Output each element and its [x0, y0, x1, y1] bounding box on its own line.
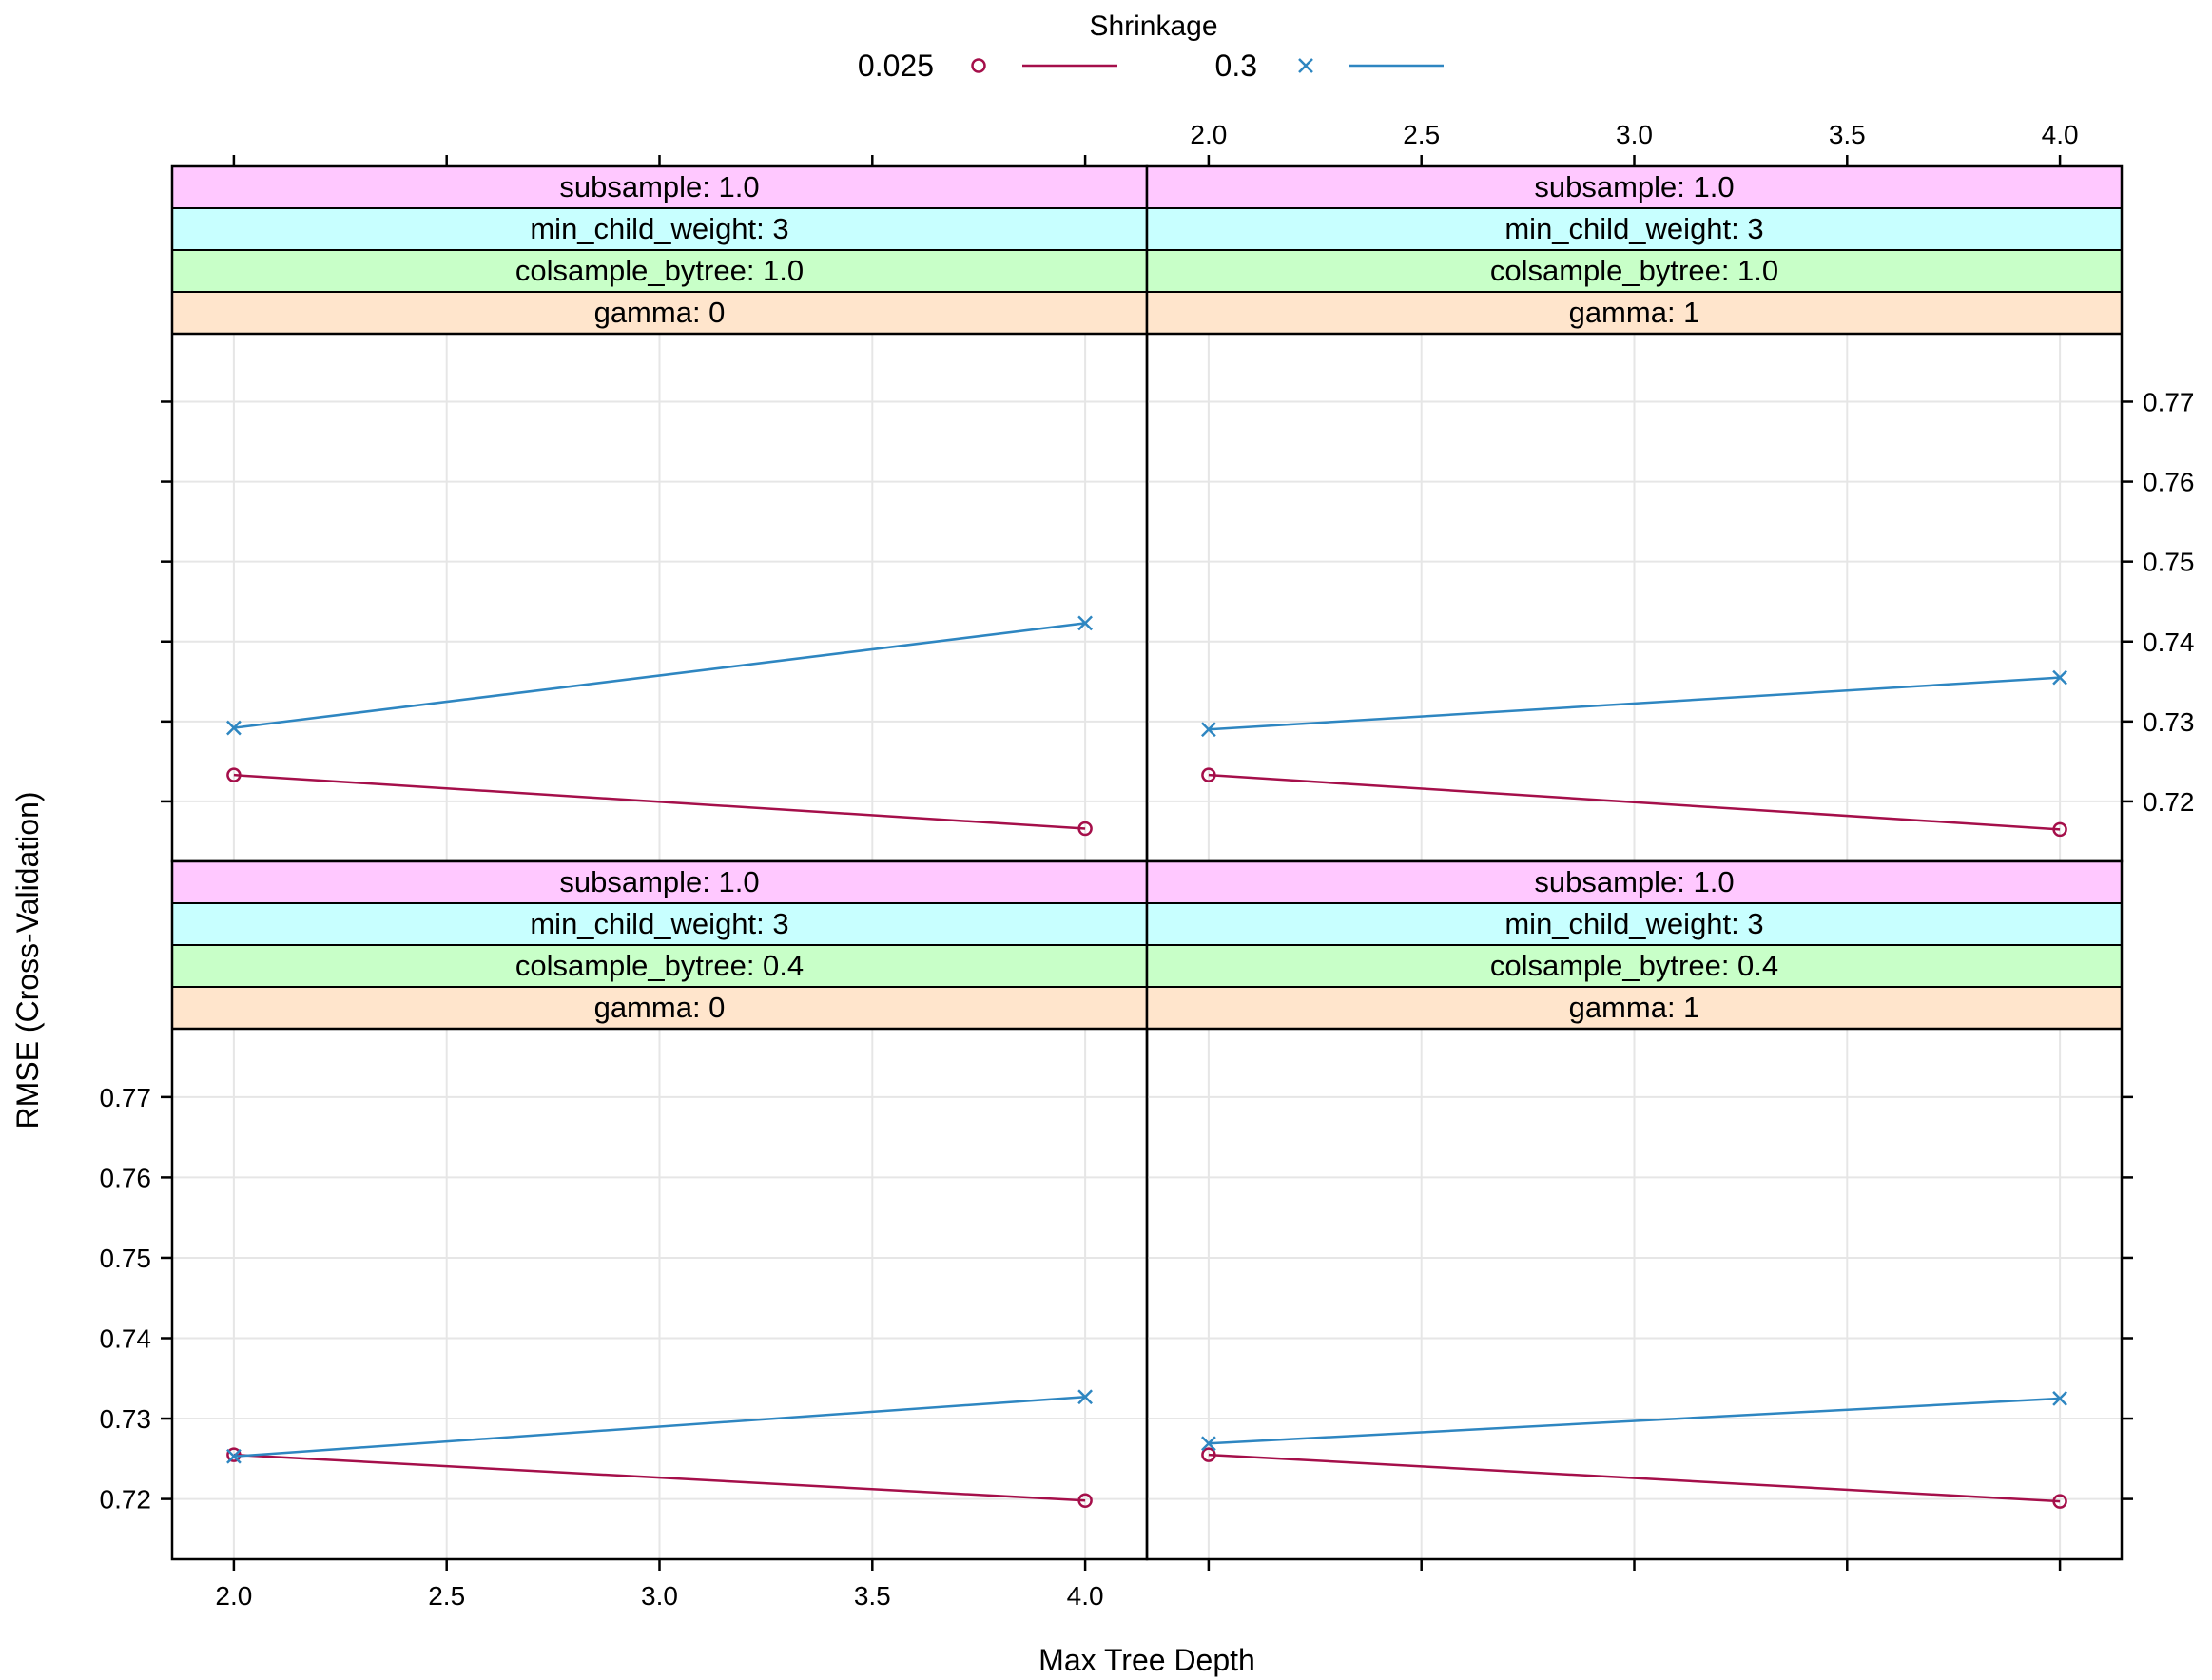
data-point-circle [2052, 1494, 2067, 1509]
legend-item: 0.3 [1215, 48, 1444, 83]
x-axis-title: Max Tree Depth [1038, 1643, 1255, 1677]
x-tick-label: 2.0 [1190, 120, 1227, 149]
strip-background [171, 291, 1148, 335]
x-tick-label: 4.0 [1067, 1581, 1104, 1611]
data-point-cross [2052, 669, 2067, 686]
strip-label: min_child_weight: 3 [530, 907, 788, 940]
series-line-0.3 [1208, 676, 2061, 731]
data-point-circle [1201, 1447, 1216, 1462]
panel-top-left: subsample: 1.0 min_child_weight: 3 colsamp… [170, 164, 1149, 863]
series-line-0.025 [233, 773, 1086, 830]
series-line-0.3 [1208, 1397, 2061, 1445]
data-point-cross [1201, 1436, 1216, 1452]
strip-label: colsample_bytree: 0.4 [1490, 949, 1778, 982]
data-point-circle [2052, 821, 2067, 838]
data-point-cross [1077, 1389, 1093, 1405]
strip-label: colsample_bytree: 0.4 [515, 949, 804, 982]
legend: 0.025 0.3 [858, 48, 1444, 83]
x-tick-label: 4.0 [2042, 120, 2079, 149]
x-tick-label: 2.0 [215, 1581, 252, 1611]
series-line-0.025 [1208, 773, 2061, 831]
x-tick-label: 2.5 [428, 1581, 465, 1611]
legend-label: 0.025 [858, 48, 934, 83]
axes: 2.0 2.5 3.0 3.5 4.0 2.0 2.5 3.0 3.5 4.0 0.72 0.73 0.… [100, 120, 2195, 1611]
data-point-cross [226, 1448, 242, 1464]
y-tick-label: 0.77 [100, 1083, 152, 1112]
y-axis-title: RMSE (Cross-Validation) [10, 791, 45, 1129]
data-point-cross [1077, 615, 1093, 631]
data-point-cross [226, 720, 242, 736]
strip-label: subsample: 1.0 [1534, 170, 1734, 203]
y-tick-label: 0.72 [2143, 787, 2195, 817]
data-point-circle [1201, 767, 1216, 782]
strip-label: gamma: 1 [1569, 296, 1700, 329]
y-tick-label: 0.75 [2143, 548, 2195, 577]
strip-label: min_child_weight: 3 [1504, 212, 1763, 245]
legend-label: 0.3 [1215, 48, 1257, 83]
strip-label: min_child_weight: 3 [1504, 907, 1763, 940]
x-tick-label: 2.5 [1403, 120, 1440, 149]
panel-top-right: subsample: 1.0 min_child_weight: 3 colsamp… [1145, 164, 2124, 863]
strip-background [171, 249, 1148, 293]
strip-label: gamma: 0 [594, 296, 726, 329]
data-point-circle [1077, 821, 1093, 837]
x-tick-label: 3.0 [641, 1581, 678, 1611]
x-tick-label: 3.5 [1829, 120, 1866, 149]
y-tick-label: 0.77 [2143, 387, 2195, 416]
strip-label: gamma: 1 [1569, 991, 1700, 1024]
strip-background [1146, 860, 2123, 904]
series-line-0.3 [233, 622, 1086, 729]
y-tick-label: 0.73 [2143, 707, 2195, 737]
y-tick-label: 0.76 [2143, 468, 2195, 497]
legend-circle-marker [971, 58, 986, 73]
y-tick-label: 0.73 [100, 1404, 152, 1434]
panel-bottom-right: subsample: 1.0 min_child_weight: 3 colsamp… [1145, 859, 2124, 1561]
x-tick-label: 3.0 [1616, 120, 1653, 149]
strip-label: subsample: 1.0 [559, 170, 759, 203]
data-point-circle [1077, 1493, 1093, 1509]
strip-label: subsample: 1.0 [1534, 865, 1734, 898]
strip-background [171, 944, 1148, 988]
y-tick-label: 0.74 [100, 1324, 152, 1354]
strip-background [1146, 207, 2123, 251]
series-line-0.3 [233, 1395, 1086, 1458]
strip-background [1146, 249, 2123, 293]
legend-cross-marker [1298, 58, 1313, 73]
strip-label: colsample_bytree: 1.0 [515, 254, 804, 287]
data-point-circle [226, 767, 242, 782]
strip-label: min_child_weight: 3 [530, 212, 788, 245]
y-tick-label: 0.76 [100, 1163, 152, 1192]
data-point-cross [2052, 1391, 2067, 1406]
strip-label: subsample: 1.0 [559, 865, 759, 898]
strip-background [1146, 291, 2123, 335]
y-tick-label: 0.72 [100, 1485, 152, 1515]
panels: subsample: 1.0 min_child_weight: 3 colsamp… [170, 164, 2124, 1561]
strip-label: gamma: 0 [594, 991, 726, 1024]
panel-bottom-left: subsample: 1.0 min_child_weight: 3 colsamp… [170, 859, 1149, 1561]
legend-item: 0.025 [858, 48, 1117, 83]
x-tick-label: 3.5 [854, 1581, 891, 1611]
y-tick-label: 0.74 [2143, 628, 2195, 657]
data-point-cross [1201, 722, 1216, 738]
y-tick-label: 0.75 [100, 1244, 152, 1273]
legend-title: Shrinkage [1089, 10, 1217, 42]
series-line-0.025 [1208, 1453, 2061, 1503]
strip-background [171, 860, 1148, 904]
strip-label: colsample_bytree: 1.0 [1490, 254, 1778, 287]
series-line-0.025 [233, 1453, 1086, 1502]
